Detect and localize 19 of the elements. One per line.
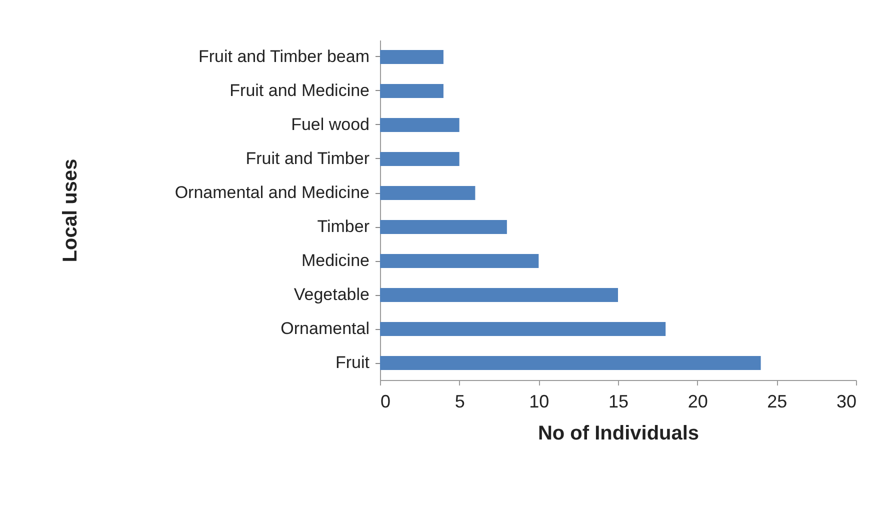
y-tick-label: Medicine (301, 251, 370, 270)
x-tick-label: 10 (529, 392, 550, 412)
y-tick-label: Timber (317, 217, 370, 236)
x-axis-title: No of Individuals (538, 422, 700, 444)
y-tick-label: Fruit and Timber (246, 149, 370, 168)
x-tick-label: 15 (608, 392, 629, 412)
y-tick-label: Fruit and Timber beam (198, 47, 370, 66)
y-tick-label: Ornamental (280, 319, 370, 338)
y-tick-label: Ornamental and Medicine (174, 183, 370, 202)
x-tick-label: 25 (767, 392, 788, 412)
x-tick-label: 5 (454, 392, 465, 412)
y-tick-label: Fruit and Medicine (230, 81, 370, 100)
y-tick-label: Vegetable (294, 285, 370, 304)
y-axis-title: Local uses (60, 158, 82, 262)
y-tick-label: Fuel wood (291, 115, 370, 134)
x-tick-label: 30 (836, 392, 856, 412)
y-tick-label: Fruit (336, 353, 370, 372)
x-tick-label: 0 (380, 392, 391, 412)
x-tick-label: 20 (688, 392, 708, 412)
